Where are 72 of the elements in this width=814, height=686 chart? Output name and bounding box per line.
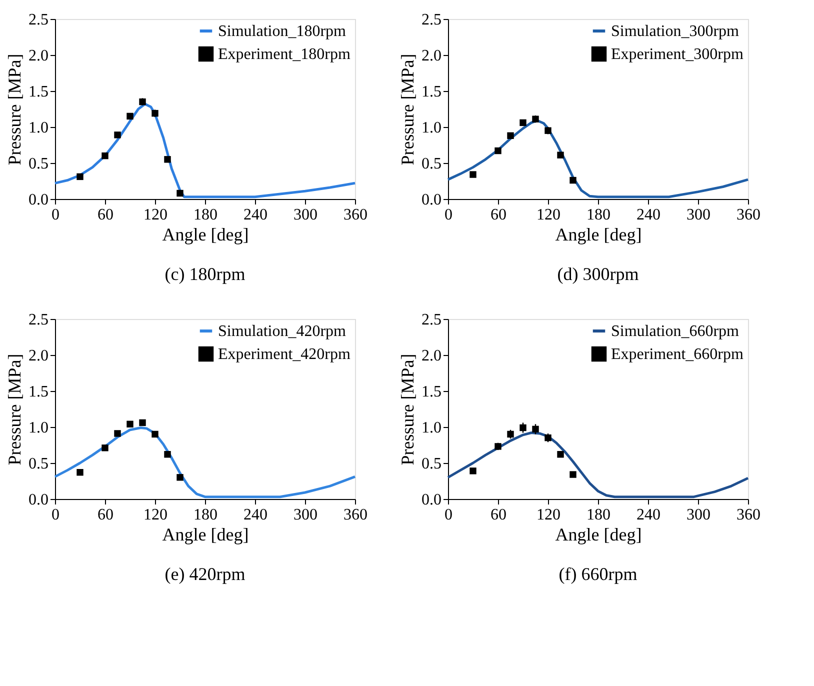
y-tick-label: 1.5 xyxy=(422,384,442,400)
y-tick-label: 0.5 xyxy=(422,156,442,172)
legend-label: Simulation_300rpm xyxy=(611,23,740,40)
legend-label: Experiment_180rpm xyxy=(218,46,351,63)
x-tick-label: 120 xyxy=(536,206,560,224)
legend-label: Experiment_660rpm xyxy=(611,346,744,363)
x-tick-label: 360 xyxy=(344,506,368,524)
y-tick-label: 2.0 xyxy=(422,48,442,64)
x-tick-label: 300 xyxy=(294,206,318,224)
x-tick-label: 240 xyxy=(636,506,660,524)
x-tick-label: 60 xyxy=(490,206,506,224)
y-tick-label: 1.0 xyxy=(422,120,442,136)
y-tick-label: 2.5 xyxy=(422,312,442,328)
legend-label: Simulation_660rpm xyxy=(611,323,740,340)
x-tick-label: 360 xyxy=(736,506,760,524)
text: (c) 180rpm xyxy=(164,264,246,284)
x-tick-label: 60 xyxy=(98,206,114,224)
x-tick-label: 120 xyxy=(144,506,168,524)
x-tick-label: 300 xyxy=(686,506,710,524)
text: (d) 300rpm xyxy=(557,264,639,284)
y-tick-label: 0.5 xyxy=(422,456,442,472)
x-tick-label: 360 xyxy=(736,206,760,224)
x-tick-label: 240 xyxy=(636,206,660,224)
y-tick-label: 0.0 xyxy=(422,492,442,508)
y-tick-label: 1.5 xyxy=(28,84,48,100)
x-tick-label: 60 xyxy=(490,506,506,524)
x-tick-label: 240 xyxy=(244,206,268,224)
x-tick-label: 360 xyxy=(344,206,368,224)
x-axis-title: Angle [deg] xyxy=(555,524,642,544)
y-tick-label: 2.0 xyxy=(28,48,48,64)
legend-label: Simulation_180rpm xyxy=(218,23,347,40)
x-tick-label: 180 xyxy=(586,206,610,224)
text: (f) 660rpm xyxy=(558,564,638,584)
y-axis-title: Pressure [MPa] xyxy=(4,354,24,466)
y-tick-label: 1.5 xyxy=(422,84,442,100)
x-axis-title: Angle [deg] xyxy=(162,224,249,244)
x-tick-label: 0 xyxy=(444,506,452,524)
x-tick-label: 120 xyxy=(536,506,560,524)
x-tick-label: 240 xyxy=(244,506,268,524)
y-tick-label: 0.5 xyxy=(28,156,48,172)
x-tick-label: 0 xyxy=(52,206,60,224)
x-axis-title: Angle [deg] xyxy=(555,224,642,244)
y-tick-label: 1.5 xyxy=(28,384,48,400)
text: (e) 420rpm xyxy=(164,564,246,584)
y-tick-label: 2.5 xyxy=(28,12,48,28)
x-axis-title: Angle [deg] xyxy=(162,524,249,544)
legend-label: Simulation_420rpm xyxy=(218,323,347,340)
y-tick-label: 0.0 xyxy=(28,492,48,508)
y-tick-label: 1.0 xyxy=(28,420,48,436)
y-axis-title: Pressure [MPa] xyxy=(4,54,24,166)
x-tick-label: 60 xyxy=(98,506,114,524)
x-tick-label: 0 xyxy=(52,506,60,524)
y-tick-label: 2.0 xyxy=(28,348,48,364)
x-tick-label: 180 xyxy=(194,206,218,224)
y-tick-label: 2.5 xyxy=(28,312,48,328)
y-tick-label: 0.0 xyxy=(422,192,442,208)
x-tick-label: 180 xyxy=(194,506,218,524)
y-axis-title: Pressure [MPa] xyxy=(398,54,418,166)
x-tick-label: 300 xyxy=(294,506,318,524)
x-tick-label: 120 xyxy=(144,206,168,224)
x-tick-label: 0 xyxy=(444,206,452,224)
y-axis-title: Pressure [MPa] xyxy=(398,354,418,466)
y-tick-label: 2.0 xyxy=(422,348,442,364)
y-tick-label: 2.5 xyxy=(422,12,442,28)
y-tick-label: 0.0 xyxy=(28,192,48,208)
x-tick-label: 300 xyxy=(686,206,710,224)
x-tick-label: 180 xyxy=(586,506,610,524)
y-tick-label: 1.0 xyxy=(422,420,442,436)
y-tick-label: 0.5 xyxy=(28,456,48,472)
legend-label: Experiment_420rpm xyxy=(218,346,351,363)
legend-label: Experiment_300rpm xyxy=(611,46,744,63)
y-tick-label: 1.0 xyxy=(28,120,48,136)
